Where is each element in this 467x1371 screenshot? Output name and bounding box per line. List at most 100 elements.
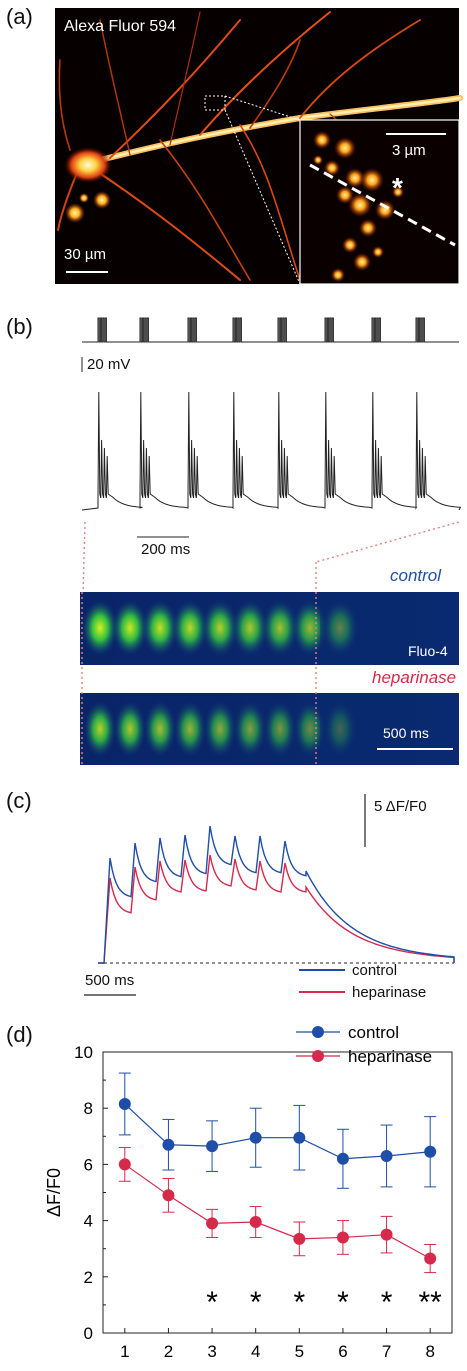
x-tick-label: 7 bbox=[382, 1342, 391, 1361]
linescan-burst bbox=[114, 701, 146, 757]
fluorescent-blob bbox=[93, 191, 111, 209]
stim-scale-label: 20 mV bbox=[87, 356, 131, 373]
linescan-burst bbox=[174, 701, 206, 757]
heparinase-linescan-image bbox=[80, 693, 459, 765]
transient-time-label: 500 ms bbox=[85, 972, 135, 989]
y-tick-label: 6 bbox=[84, 1155, 93, 1174]
linescan-burst bbox=[144, 701, 176, 757]
data-point-control bbox=[424, 1145, 437, 1158]
significance-mark: * bbox=[206, 1286, 218, 1319]
legend-control-label: control bbox=[348, 1023, 399, 1042]
stimulus-train bbox=[82, 317, 459, 343]
series-line-control bbox=[124, 1103, 431, 1160]
data-point-control bbox=[293, 1131, 306, 1144]
y-tick-label: 4 bbox=[84, 1212, 93, 1231]
linescan-burst bbox=[234, 701, 266, 757]
linescan-path bbox=[309, 163, 456, 247]
significance-mark: * bbox=[381, 1286, 393, 1319]
data-point-control bbox=[336, 1152, 349, 1165]
zoom-connector-line bbox=[224, 95, 301, 121]
soma bbox=[64, 147, 112, 183]
series-line-heparinase bbox=[124, 1163, 431, 1260]
fluorescent-blob bbox=[65, 203, 85, 223]
indicator-label: Fluo-4 bbox=[408, 643, 448, 659]
x-axis-label: Burst bbox=[256, 1369, 298, 1371]
data-point-heparinase bbox=[118, 1158, 131, 1171]
legend-heparinase-text: heparinase bbox=[352, 984, 427, 1001]
x-tick-label: 4 bbox=[251, 1342, 260, 1361]
dendrite-tree bbox=[57, 11, 463, 281]
data-point-heparinase bbox=[336, 1231, 349, 1244]
legend-marker bbox=[312, 1026, 324, 1038]
data-point-control bbox=[162, 1138, 175, 1151]
panel-c-transients bbox=[84, 794, 455, 996]
legend-heparinase-label: heparinase bbox=[348, 1047, 432, 1066]
spine-marker: * bbox=[392, 172, 403, 203]
significance-mark: * bbox=[337, 1286, 349, 1319]
zoom-connector-line bbox=[224, 109, 301, 285]
dye-label: Alexa Fluor 594 bbox=[64, 18, 177, 35]
main-scalebar-label: 30 µm bbox=[64, 246, 106, 263]
membrane-potential-trace bbox=[81, 391, 462, 511]
linescan-burst bbox=[232, 600, 268, 656]
data-point-heparinase bbox=[249, 1216, 262, 1229]
fluorescent-blob bbox=[79, 193, 89, 203]
data-point-control bbox=[380, 1149, 393, 1162]
x-tick-label: 2 bbox=[164, 1342, 173, 1361]
dendritic-spines bbox=[313, 131, 404, 282]
y-axis-label: ΔF/F0 bbox=[44, 1168, 64, 1217]
panel-d-label: (d) bbox=[6, 1022, 33, 1047]
linescan-burst bbox=[204, 701, 236, 757]
linescan-burst bbox=[264, 701, 296, 757]
linescan-burst bbox=[84, 701, 116, 757]
inset-scalebar-label: 3 µm bbox=[392, 142, 426, 159]
linescan-burst bbox=[112, 600, 148, 656]
data-point-heparinase bbox=[293, 1232, 306, 1245]
linescan-burst bbox=[292, 600, 328, 656]
y-tick-label: 10 bbox=[74, 1043, 93, 1062]
trace-time-scale-label: 200 ms bbox=[141, 541, 191, 558]
linescan-burst bbox=[142, 600, 178, 656]
panel-a-micrograph bbox=[55, 8, 463, 285]
data-point-heparinase bbox=[380, 1228, 393, 1241]
linescan-burst bbox=[82, 600, 118, 656]
data-point-heparinase bbox=[206, 1217, 219, 1230]
zoom-region-box bbox=[204, 95, 226, 111]
linescan-burst bbox=[294, 701, 326, 757]
control-transient bbox=[98, 825, 455, 964]
y-tick-label: 8 bbox=[84, 1099, 93, 1118]
x-tick-label: 6 bbox=[338, 1342, 347, 1361]
x-tick-label: 5 bbox=[295, 1342, 304, 1361]
significance-mark: * bbox=[250, 1286, 262, 1319]
linescan-burst bbox=[202, 600, 238, 656]
panel-d-chart: 024681012345678BurstΔF/F0*******controlh… bbox=[44, 1023, 453, 1371]
linescan-burst bbox=[322, 600, 358, 656]
data-point-control bbox=[206, 1140, 219, 1153]
data-point-control bbox=[249, 1131, 262, 1144]
heparinase-linescan-label: heparinase bbox=[372, 668, 457, 687]
linescan-burst bbox=[262, 600, 298, 656]
panel-b-label: (b) bbox=[6, 314, 33, 339]
heparinase-transient bbox=[98, 854, 455, 964]
panel-a-label: (a) bbox=[6, 4, 33, 29]
linescan-scale-label: 500 ms bbox=[383, 725, 429, 741]
legend-control-text: control bbox=[352, 962, 398, 979]
plot-frame bbox=[102, 1051, 453, 1334]
y-tick-label: 2 bbox=[84, 1268, 93, 1287]
control-linescan-image bbox=[80, 592, 459, 665]
y-tick-label: 0 bbox=[84, 1324, 93, 1343]
x-tick-label: 1 bbox=[120, 1342, 129, 1361]
linescan-overlay bbox=[81, 562, 453, 765]
data-point-control bbox=[118, 1097, 131, 1110]
linescan-burst bbox=[324, 701, 356, 757]
control-linescan-label: control bbox=[390, 566, 442, 585]
data-point-heparinase bbox=[424, 1252, 437, 1265]
x-tick-label: 8 bbox=[425, 1342, 434, 1361]
linescan-burst bbox=[172, 600, 208, 656]
amp-scale-label: 5 ΔF/F0 bbox=[374, 798, 427, 815]
significance-mark: * bbox=[293, 1286, 305, 1319]
panel-c-label: (c) bbox=[6, 788, 32, 813]
legend-marker bbox=[312, 1050, 324, 1062]
data-point-heparinase bbox=[162, 1189, 175, 1202]
significance-mark: ** bbox=[419, 1286, 443, 1319]
